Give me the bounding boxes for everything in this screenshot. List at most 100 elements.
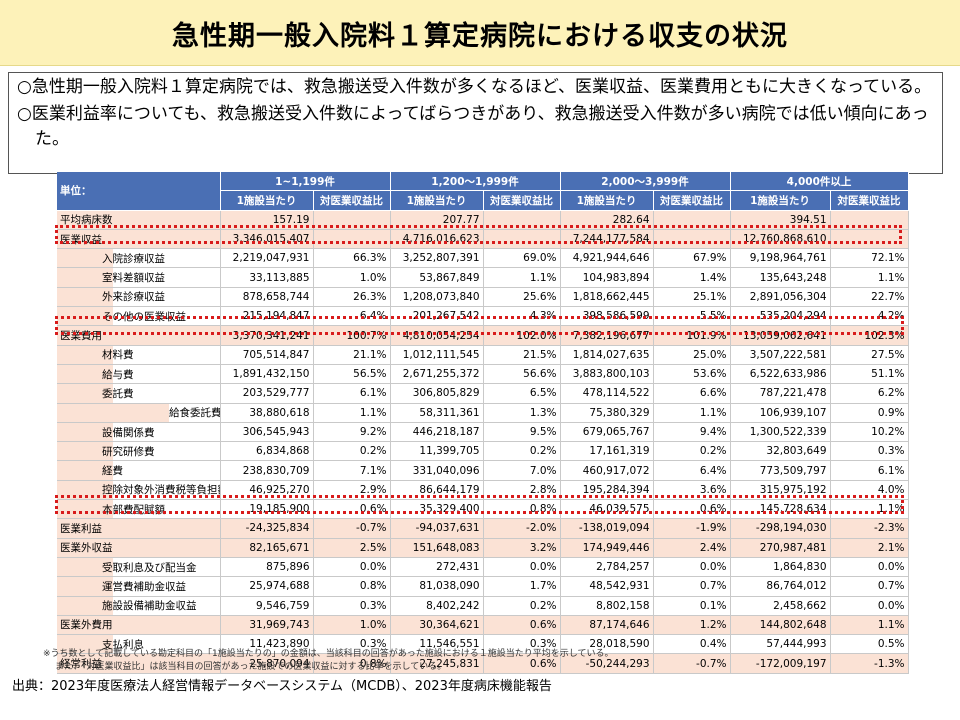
table-row: 経常利益 25,870,094 0.8% 27,245,831 0.6% -50,244,… [57, 653, 909, 674]
subheader: 1施設当たり [730, 190, 831, 211]
table-row: 医業収益 3,346,015,407 4,716,016,623 7,244,177,… [57, 229, 909, 250]
per-facility-value: 875,896 [220, 557, 314, 578]
revenue-ratio-value: 25.6% [483, 287, 561, 308]
per-facility-value: 7,382,196,677 [560, 325, 654, 346]
revenue-ratio-value: 0.6% [313, 499, 391, 520]
revenue-ratio-value: 66.3% [313, 248, 391, 269]
per-facility-value: 272,431 [390, 557, 484, 578]
revenue-ratio-value: 53.6% [653, 364, 731, 385]
per-facility-value: 8,802,158 [560, 596, 654, 616]
per-facility-value: 215,194,847 [220, 306, 314, 327]
revenue-ratio-value [313, 210, 391, 230]
per-facility-value: 174,949,446 [560, 538, 654, 558]
revenue-ratio-value: 0.9% [830, 403, 909, 423]
table-row: 施設設備補助金収益 9,546,759 0.3% 8,402,242 0.2% 8,802… [57, 596, 909, 616]
revenue-ratio-value: 10.2% [830, 422, 909, 443]
revenue-ratio-value: 0.2% [483, 596, 561, 616]
revenue-ratio-value: 1.1% [830, 615, 909, 636]
revenue-ratio-value: 27.5% [830, 345, 909, 365]
revenue-ratio-value [830, 210, 909, 230]
per-facility-value: 207.77 [390, 210, 484, 230]
revenue-ratio-value: 0.0% [830, 596, 909, 616]
table-header-row-2: 1施設当たり 対医業収益比 1施設当たり 対医業収益比 1施設当たり 対医業収益… [57, 190, 909, 211]
per-facility-value: 878,658,744 [220, 287, 314, 308]
revenue-ratio-value: 6.1% [830, 460, 909, 481]
row-label: 委託費 [57, 383, 221, 404]
unit-label: 単位： [57, 172, 221, 211]
table-row: 医業外費用 31,969,743 1.0% 30,364,621 0.6% 87,174,… [57, 615, 909, 636]
per-facility-value: -24,325,834 [220, 518, 314, 539]
per-facility-value: 3,346,015,407 [220, 229, 314, 250]
summary-box: ○急性期一般入院料１算定病院では、救急搬送受入件数が多くなるほど、医業収益、医業… [8, 72, 943, 174]
row-label: 経費 [57, 460, 221, 481]
revenue-ratio-value: -2.0% [483, 518, 561, 539]
revenue-ratio-value: 101.9% [653, 325, 731, 346]
revenue-ratio-value [653, 210, 731, 230]
per-facility-value: 17,161,319 [560, 441, 654, 462]
per-facility-value: 13,059,062,641 [730, 325, 831, 346]
table-header-row-1: 単位： 1~1,199件 1,200～1,999件 2,000～3,999件 4… [57, 172, 909, 211]
per-facility-value: 6,834,868 [220, 441, 314, 462]
revenue-ratio-value: 2.1% [830, 538, 909, 558]
table-row: 室料差額収益 33,113,885 1.0% 53,867,849 1.1% 104,98… [57, 267, 909, 288]
per-facility-value: 238,830,709 [220, 460, 314, 481]
per-facility-value: 4,810,054,254 [390, 325, 484, 346]
revenue-ratio-value: 1.2% [653, 615, 731, 636]
revenue-ratio-value: 6.6% [653, 383, 731, 404]
revenue-ratio-value: 0.4% [653, 634, 731, 655]
per-facility-value: 773,509,797 [730, 460, 831, 481]
per-facility-value: 315,975,192 [730, 480, 831, 501]
row-label: その他の医業収益 [57, 306, 221, 327]
group-header: 1~1,199件 [220, 172, 391, 192]
row-label: 控除対象外消費税等負担額 [57, 480, 221, 501]
revenue-ratio-value: 25.1% [653, 287, 731, 308]
revenue-ratio-value [830, 229, 909, 250]
revenue-ratio-value: 100.7% [313, 325, 391, 346]
revenue-ratio-value: 0.7% [653, 576, 731, 597]
revenue-ratio-value: 0.2% [313, 441, 391, 462]
source-citation: 出典：2023年度医療法人経営情報データベースシステム（MCDB）、2023年度… [12, 679, 552, 694]
revenue-ratio-value: 3.6% [653, 480, 731, 501]
revenue-ratio-value: 3.2% [483, 538, 561, 558]
row-label: 医業費用 [57, 325, 221, 346]
per-facility-value: 9,546,759 [220, 596, 314, 616]
per-facility-value: 46,925,270 [220, 480, 314, 501]
per-facility-value: 679,065,767 [560, 422, 654, 443]
row-label: 医業外収益 [57, 538, 221, 558]
revenue-ratio-value: 4.0% [830, 480, 909, 501]
revenue-ratio-value: 5.5% [653, 306, 731, 327]
group-header: 4,000件以上 [730, 172, 909, 192]
subheader: 1施設当たり [220, 190, 314, 211]
revenue-ratio-value: 56.6% [483, 364, 561, 385]
per-facility-value: 270,987,481 [730, 538, 831, 558]
per-facility-value: 104,983,894 [560, 267, 654, 288]
per-facility-value: 203,529,777 [220, 383, 314, 404]
title-banner: 急性期一般入院料１算定病院における収支の状況 [0, 0, 960, 66]
revenue-ratio-value: 22.7% [830, 287, 909, 308]
per-facility-value: -138,019,094 [560, 518, 654, 539]
table-row: 研究研修費 6,834,868 0.2% 11,399,705 0.2% 17,161,3… [57, 441, 909, 462]
per-facility-value: 282.64 [560, 210, 654, 230]
revenue-ratio-value: -2.3% [830, 518, 909, 539]
revenue-ratio-value: 9.2% [313, 422, 391, 443]
per-facility-value: 478,114,522 [560, 383, 654, 404]
revenue-ratio-value: 6.5% [483, 383, 561, 404]
revenue-ratio-value: 0.0% [830, 557, 909, 578]
revenue-ratio-value: 0.0% [483, 557, 561, 578]
per-facility-value: 30,364,621 [390, 615, 484, 636]
revenue-ratio-value: 1.1% [653, 403, 731, 423]
per-facility-value: 8,402,242 [390, 596, 484, 616]
revenue-ratio-value: 0.1% [653, 596, 731, 616]
per-facility-value: 1,864,830 [730, 557, 831, 578]
subheader: 1施設当たり [390, 190, 484, 211]
per-facility-value: 1,818,662,445 [560, 287, 654, 308]
per-facility-value: 3,370,341,241 [220, 325, 314, 346]
revenue-ratio-value: 0.0% [313, 557, 391, 578]
revenue-ratio-value: 9.4% [653, 422, 731, 443]
summary-bullet-1: ○急性期一般入院料１算定病院では、救急搬送受入件数が多くなるほど、医業収益、医業… [17, 77, 932, 97]
row-label: 医業外費用 [57, 615, 221, 636]
table-row: 運営費補助金収益 25,974,688 0.8% 81,038,090 1.7% 48,5… [57, 576, 909, 597]
per-facility-value: 53,867,849 [390, 267, 484, 288]
revenue-ratio-value: 0.5% [830, 634, 909, 655]
table-row: 設備関係費 306,545,943 9.2% 446,218,187 9.5% 679,0… [57, 422, 909, 443]
